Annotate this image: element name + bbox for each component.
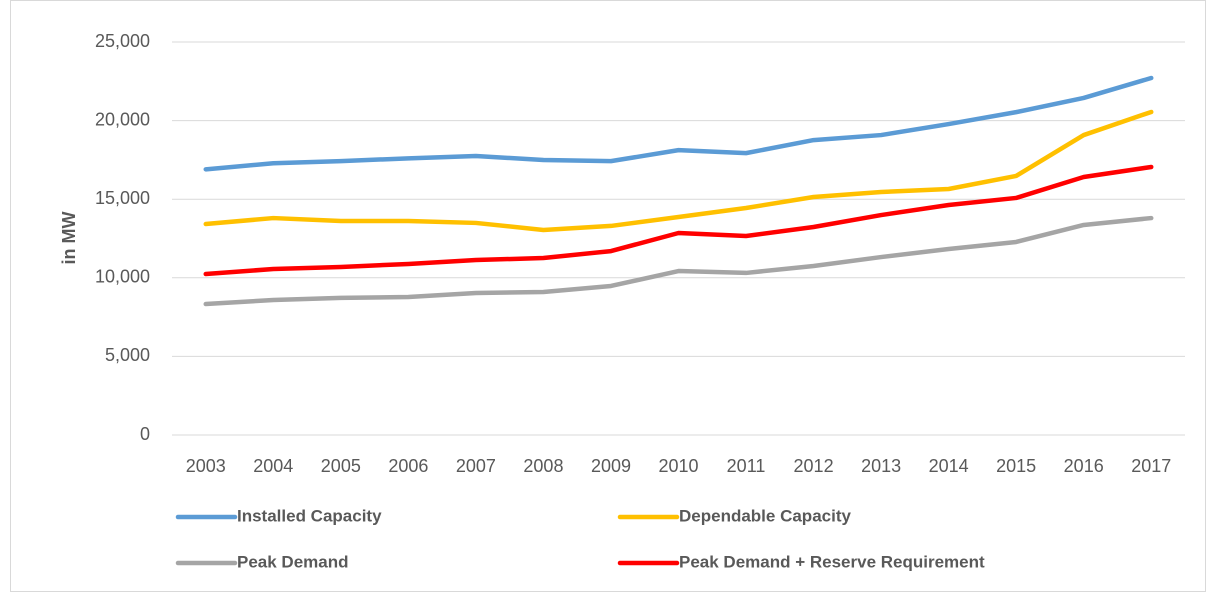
legend-label: Installed Capacity	[237, 506, 382, 525]
series-line	[203, 75, 1154, 172]
chart-border	[10, 0, 1206, 592]
y-tick-label: 10,000	[95, 267, 150, 287]
series-line	[203, 164, 1154, 277]
y-tick-label: 20,000	[95, 109, 150, 129]
x-tick-label: 2011	[727, 456, 766, 476]
series-line	[203, 215, 1154, 307]
x-tick-label: 2003	[186, 456, 226, 476]
x-tick-label: 2016	[1064, 456, 1104, 476]
x-tick-label: 2009	[591, 456, 631, 476]
y-tick-label: 0	[140, 424, 150, 444]
x-tick-label: 2014	[929, 456, 969, 476]
x-tick-label: 2015	[996, 456, 1036, 476]
x-tick-label: 2008	[523, 456, 563, 476]
x-tick-label: 2004	[253, 456, 293, 476]
x-tick-label: 2007	[456, 456, 496, 476]
x-tick-label: 2010	[658, 456, 698, 476]
legend-label: Dependable Capacity	[679, 506, 851, 525]
x-tick-label: 2005	[321, 456, 361, 476]
y-tick-label: 15,000	[95, 188, 150, 208]
y-axis-title: in MW	[59, 212, 79, 265]
y-tick-label: 25,000	[95, 31, 150, 51]
legend-label: Peak Demand + Reserve Requirement	[679, 552, 985, 571]
x-tick-label: 2013	[861, 456, 901, 476]
legend-label: Peak Demand	[237, 552, 349, 571]
x-tick-label: 2017	[1131, 456, 1171, 476]
y-tick-label: 5,000	[105, 345, 150, 365]
x-tick-label: 2006	[388, 456, 428, 476]
series-line	[203, 109, 1154, 233]
x-tick-label: 2012	[794, 456, 834, 476]
